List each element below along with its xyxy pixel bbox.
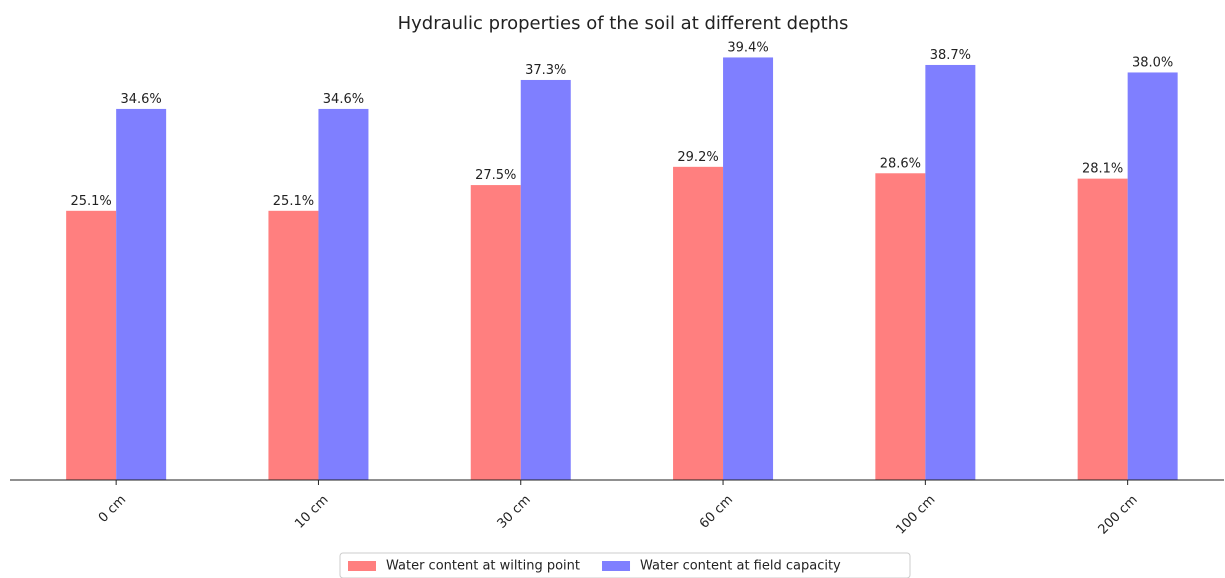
bar	[66, 210, 117, 481]
bar	[116, 108, 167, 480]
bar	[875, 173, 926, 480]
bar	[925, 64, 976, 481]
data-label: 39.4%	[727, 40, 768, 55]
legend-swatch	[602, 561, 631, 571]
bar	[470, 185, 521, 481]
x-tick-label: 30 cm	[495, 492, 534, 531]
data-label: 34.6%	[120, 92, 161, 107]
bar	[520, 79, 571, 481]
bar	[673, 166, 724, 480]
bar	[1077, 178, 1128, 480]
x-tick-label: 0 cm	[96, 492, 129, 525]
x-tick-label: 60 cm	[697, 492, 736, 531]
chart-title: Hydraulic properties of the soil at diff…	[398, 13, 849, 34]
x-tick-label: 100 cm	[893, 492, 938, 537]
legend-label: Water content at field capacity	[640, 559, 841, 574]
legend-label: Water content at wilting point	[386, 559, 580, 574]
data-label: 38.7%	[930, 48, 971, 63]
data-label: 28.1%	[1082, 162, 1123, 177]
data-label: 27.5%	[475, 168, 516, 183]
x-tick-label: 10 cm	[292, 492, 331, 531]
data-label: 38.0%	[1132, 55, 1173, 70]
bar	[1127, 72, 1178, 480]
x-tick-label: 200 cm	[1096, 492, 1141, 537]
bar	[318, 108, 369, 480]
bar	[723, 57, 774, 480]
data-label: 37.3%	[525, 63, 566, 78]
data-label: 25.1%	[273, 194, 314, 209]
legend-swatch	[348, 561, 376, 571]
bar	[268, 210, 319, 481]
data-label: 28.6%	[880, 156, 921, 171]
data-label: 29.2%	[677, 150, 718, 165]
data-label: 25.1%	[70, 194, 111, 209]
data-label: 34.6%	[323, 92, 364, 107]
